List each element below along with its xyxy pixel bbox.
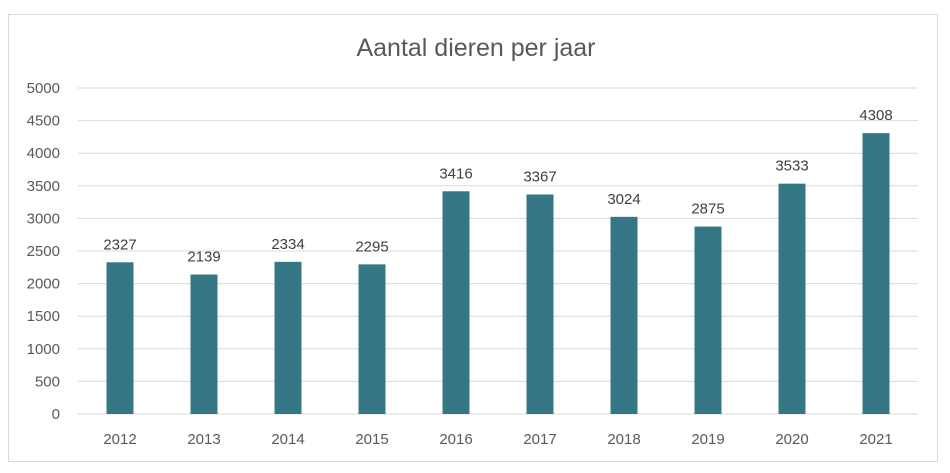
chart-title: Aantal dieren per jaar bbox=[356, 34, 595, 62]
y-tick-label: 5000 bbox=[27, 80, 60, 97]
bar bbox=[527, 194, 554, 414]
x-tick-label: 2014 bbox=[271, 431, 304, 448]
bar bbox=[695, 227, 722, 414]
data-label: 2295 bbox=[355, 238, 388, 255]
data-label: 3416 bbox=[439, 165, 472, 182]
bar bbox=[863, 133, 890, 414]
bar bbox=[611, 217, 638, 414]
data-label: 2875 bbox=[691, 201, 724, 218]
bar bbox=[359, 264, 386, 414]
y-tick-label: 2500 bbox=[27, 243, 60, 260]
x-tick-label: 2016 bbox=[439, 431, 472, 448]
x-tick-label: 2013 bbox=[187, 431, 220, 448]
x-tick-label: 2017 bbox=[523, 431, 556, 448]
bars bbox=[107, 133, 890, 414]
data-label: 3367 bbox=[523, 168, 556, 185]
bar bbox=[275, 262, 302, 414]
data-label: 2327 bbox=[103, 236, 136, 253]
y-tick-label: 500 bbox=[35, 373, 60, 390]
x-tick-label: 2015 bbox=[355, 431, 388, 448]
y-tick-label: 3500 bbox=[27, 178, 60, 195]
y-tick-label: 4500 bbox=[27, 113, 60, 130]
y-tick-label: 1500 bbox=[27, 308, 60, 325]
data-label: 2334 bbox=[271, 236, 304, 253]
x-tick-label: 2019 bbox=[691, 431, 724, 448]
x-tick-label: 2020 bbox=[775, 431, 808, 448]
x-tick-label: 2021 bbox=[859, 431, 892, 448]
y-axis-ticks: 0 500 1000 1500 2000 2500 3000 3500 4000 4500 5000 bbox=[27, 80, 60, 423]
bar bbox=[191, 275, 218, 414]
y-tick-label: 1000 bbox=[27, 341, 60, 358]
x-axis-ticks: 2012 2013 2014 2015 2016 2017 2018 2019 2020 2021 bbox=[103, 431, 892, 448]
bar bbox=[779, 184, 806, 414]
x-tick-label: 2012 bbox=[103, 431, 136, 448]
y-tick-label: 3000 bbox=[27, 210, 60, 227]
y-tick-label: 4000 bbox=[27, 145, 60, 162]
bar bbox=[443, 191, 470, 414]
data-label: 4308 bbox=[859, 107, 892, 124]
x-tick-label: 2018 bbox=[607, 431, 640, 448]
data-label: 3533 bbox=[775, 158, 808, 175]
bar bbox=[107, 262, 134, 414]
data-label: 2139 bbox=[187, 249, 220, 266]
y-tick-label: 0 bbox=[52, 406, 60, 423]
y-tick-label: 2000 bbox=[27, 276, 60, 293]
data-label: 3024 bbox=[607, 191, 640, 208]
data-labels: 2327 2139 2334 2295 3416 3367 3024 2875 3533 4308 bbox=[103, 107, 892, 265]
